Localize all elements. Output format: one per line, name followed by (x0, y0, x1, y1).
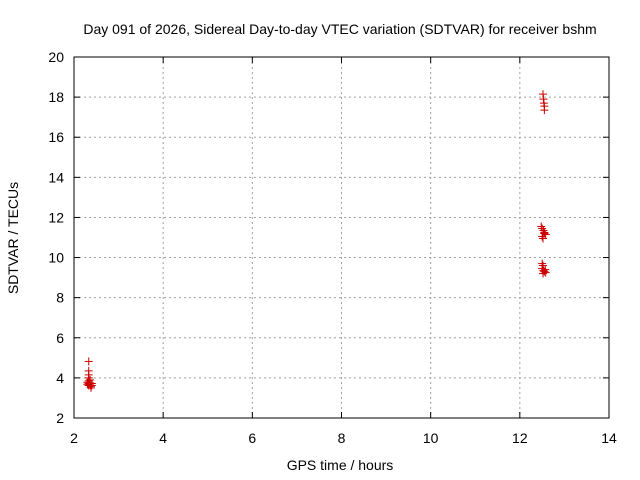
y-tick-label: 8 (56, 290, 64, 306)
data-point (538, 232, 547, 241)
data-point (84, 357, 93, 366)
y-tick-label: 16 (48, 129, 64, 145)
data-point (539, 269, 548, 278)
x-tick-label: 4 (159, 430, 167, 446)
data-point (540, 228, 549, 237)
y-tick-label: 6 (56, 330, 64, 346)
data-point (87, 379, 96, 388)
y-tick-label: 18 (48, 89, 64, 105)
x-axis-label: GPS time / hours (287, 457, 394, 473)
y-tick-label: 12 (48, 209, 64, 225)
data-point (540, 267, 549, 276)
y-axis-label: SDTVAR / TECUs (5, 182, 21, 294)
data-point (540, 106, 549, 115)
data-points (83, 90, 550, 392)
x-tick-label: 12 (512, 430, 528, 446)
data-point (83, 378, 92, 387)
data-point (538, 224, 547, 233)
x-tick-label: 14 (601, 430, 617, 446)
chart-title: Day 091 of 2026, Sidereal Day-to-day VTE… (83, 21, 596, 37)
grid (74, 57, 609, 418)
data-point (541, 230, 550, 239)
x-tick-label: 10 (423, 430, 439, 446)
y-tick-label: 20 (48, 49, 64, 65)
x-tick-label: 6 (248, 430, 256, 446)
y-tick-label: 4 (56, 370, 64, 386)
y-tick-label: 2 (56, 410, 64, 426)
data-point (537, 222, 546, 231)
x-tick-label: 8 (338, 430, 346, 446)
axis-ticks: 2 4 6 8 10 12 14 2 4 6 8 10 12 14 16 18 20 (48, 49, 617, 446)
x-tick-label: 2 (70, 430, 78, 446)
y-tick-label: 14 (48, 169, 64, 185)
y-tick-label: 10 (48, 250, 64, 266)
data-point (539, 234, 548, 243)
